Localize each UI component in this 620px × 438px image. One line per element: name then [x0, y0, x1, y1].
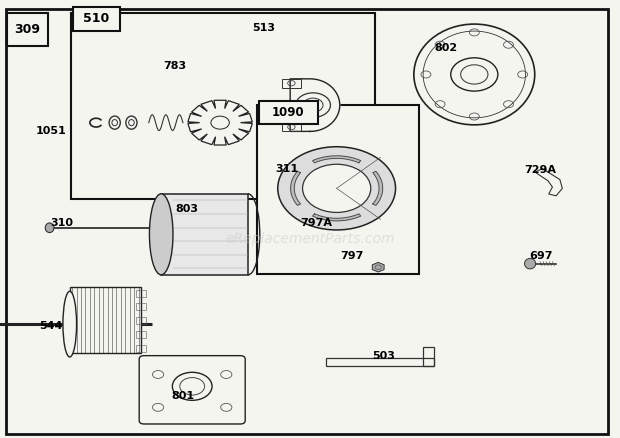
- Circle shape: [278, 147, 396, 230]
- Text: 697: 697: [529, 251, 552, 261]
- Bar: [257, 105, 419, 274]
- Text: 1090: 1090: [272, 106, 304, 119]
- Polygon shape: [312, 214, 361, 221]
- Bar: [326, 358, 434, 366]
- Ellipse shape: [45, 223, 54, 233]
- Bar: [136, 303, 146, 310]
- Text: 311: 311: [275, 164, 298, 173]
- Text: 802: 802: [435, 43, 458, 53]
- Bar: [136, 345, 146, 352]
- Ellipse shape: [525, 258, 536, 269]
- Text: 783: 783: [163, 61, 187, 71]
- Bar: [136, 317, 146, 324]
- Bar: [71, 13, 375, 199]
- Polygon shape: [373, 171, 383, 205]
- Text: 309: 309: [14, 23, 40, 36]
- Polygon shape: [312, 156, 361, 163]
- Text: 797A: 797A: [300, 219, 332, 228]
- Bar: [423, 347, 434, 366]
- Ellipse shape: [149, 194, 173, 275]
- Text: 797: 797: [340, 251, 364, 261]
- Bar: [282, 123, 301, 131]
- Bar: [259, 101, 318, 124]
- Polygon shape: [290, 79, 340, 131]
- Bar: [136, 290, 146, 297]
- Text: 729A: 729A: [525, 165, 557, 175]
- Text: 513: 513: [252, 24, 275, 33]
- Polygon shape: [372, 262, 384, 272]
- Polygon shape: [291, 171, 301, 205]
- Circle shape: [303, 164, 371, 212]
- Text: 544: 544: [39, 321, 63, 331]
- Bar: [70, 287, 141, 353]
- Bar: [161, 194, 248, 275]
- Text: 310: 310: [50, 219, 74, 228]
- Text: 1051: 1051: [35, 127, 66, 136]
- Bar: [7, 13, 48, 46]
- Ellipse shape: [63, 291, 77, 357]
- Bar: [136, 331, 146, 338]
- Bar: [282, 79, 301, 88]
- Text: 510: 510: [83, 12, 109, 25]
- Bar: [73, 7, 120, 31]
- Text: 801: 801: [171, 392, 195, 401]
- Text: 503: 503: [372, 351, 394, 360]
- Text: 803: 803: [175, 205, 199, 214]
- Text: eReplacementParts.com: eReplacementParts.com: [225, 232, 395, 246]
